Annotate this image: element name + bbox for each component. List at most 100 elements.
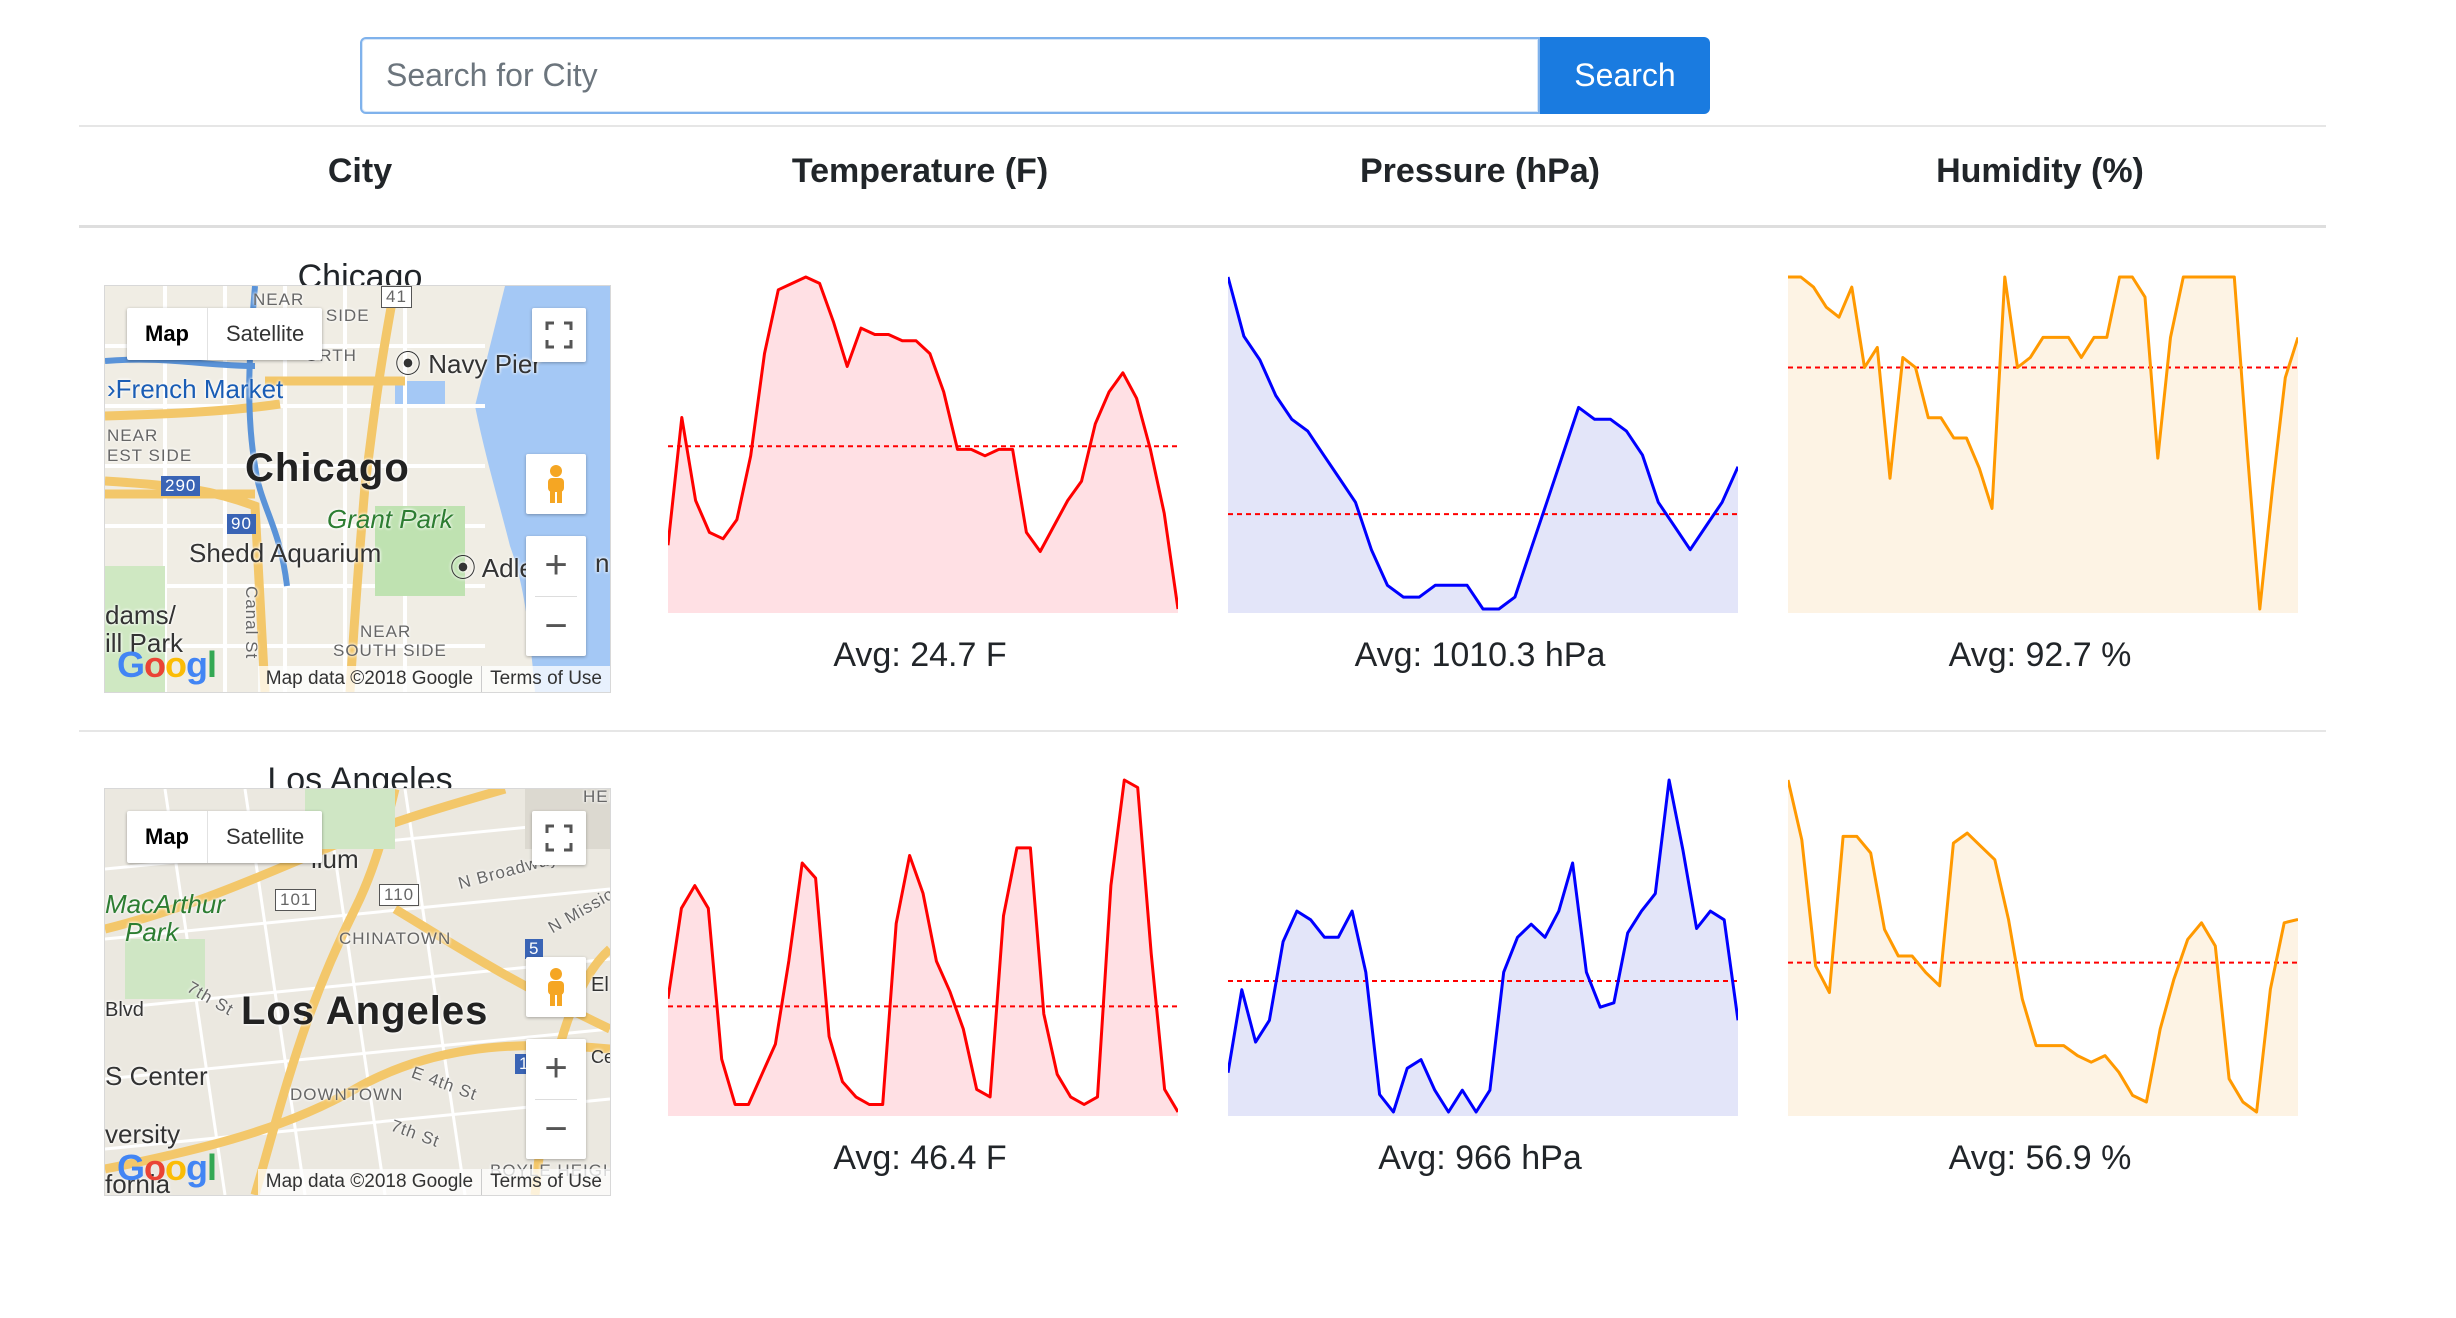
map-type-satellite-button[interactable]: Satellite (226, 321, 305, 346)
map-label-shedd: Shedd Aquarium (189, 538, 382, 568)
map-label: Park (125, 917, 179, 947)
map-label-grant-park: Grant Park (327, 504, 453, 534)
zoom-in-button[interactable]: + (544, 543, 568, 588)
highway-shield: 110 (379, 884, 420, 906)
search-button[interactable]: Search (1540, 37, 1710, 114)
avg-pressure: Avg: 966 hPa (1378, 1139, 1582, 1177)
chart-area (668, 277, 1178, 613)
chart-area (1788, 780, 2298, 1116)
map-type-satellite-button[interactable]: Satellite (226, 824, 305, 849)
map-label-french-market: ›French Market (107, 374, 284, 404)
avg-pressure: Avg: 1010.3 hPa (1354, 636, 1606, 674)
highway-shield: 41 (381, 286, 412, 308)
chart-area (1228, 277, 1738, 613)
map-footer: Map data ©2018 Google Terms of Use (257, 1169, 610, 1195)
chart-series-line (1788, 275, 2298, 611)
map-label: S Center (105, 1061, 208, 1091)
chart-series-line (668, 778, 1178, 1113)
search-input[interactable] (360, 37, 1540, 114)
chart-pressure-los-angeles (1228, 778, 1738, 1116)
map-type-control: Map Satellite (127, 811, 323, 863)
chart-area (668, 780, 1178, 1116)
street-view-button[interactable] (526, 454, 586, 514)
map-label-navy-pier: ⦿ Navy Pier (395, 349, 541, 379)
map-label: EST SIDE (107, 446, 193, 465)
avg-humidity: Avg: 92.7 % (1948, 636, 2132, 674)
map-label: Blvd (105, 999, 144, 1021)
fullscreen-button[interactable] (532, 811, 586, 865)
map-label-city: Los Angeles (241, 989, 489, 1033)
map-footer: Map data ©2018 Google Terms of Use (257, 666, 610, 692)
fullscreen-button[interactable] (532, 308, 586, 362)
zoom-out-button[interactable]: − (544, 1106, 568, 1151)
row-divider (79, 730, 2326, 732)
map-label: El (591, 974, 609, 996)
chart-series-line (1788, 779, 2298, 1114)
highway-shield: 101 (275, 889, 317, 911)
map-label: DOWNTOWN (290, 1085, 404, 1104)
table-row: Los Angeles HE (0, 761, 2456, 1231)
chart-humidity-los-angeles (1788, 779, 2298, 1116)
zoom-out-button[interactable]: − (544, 603, 568, 648)
highway-shield: 90 (227, 514, 256, 534)
map-label: Canal St (242, 586, 261, 660)
chart-pressure-chicago (1228, 276, 1738, 613)
chart-series-line (1228, 276, 1738, 611)
map-data-attribution: Map data ©2018 Google (265, 1171, 474, 1192)
street-view-button[interactable] (526, 957, 586, 1017)
avg-temperature: Avg: 24.7 F (833, 636, 1007, 674)
column-header-temperature: Temperature (F) (791, 152, 1049, 190)
zoom-control: + − (526, 1039, 586, 1159)
map-label: fornia (105, 1169, 171, 1196)
table-row: Chicago (0, 258, 2456, 728)
map-label: NEAR (253, 290, 305, 309)
column-header-humidity: Humidity (%) (1936, 152, 2144, 190)
map-type-map-button[interactable]: Map (145, 321, 189, 346)
avg-temperature: Avg: 46.4 F (833, 1139, 1007, 1177)
terms-link[interactable]: Terms of Use (490, 1171, 602, 1192)
map-label: NEAR (107, 426, 159, 445)
chart-series-line (1228, 778, 1738, 1114)
map-label-city: Chicago (245, 446, 410, 490)
chart-humidity-chicago (1788, 275, 2298, 613)
fullscreen-icon (545, 321, 573, 349)
map-label-macarthur: MacArthur (105, 889, 225, 919)
pegman-icon (548, 968, 564, 1006)
zoom-control: + − (526, 536, 586, 656)
chart-area (1788, 277, 2298, 613)
map-label: n (595, 548, 610, 578)
column-header-pressure: Pressure (hPa) (1360, 152, 1600, 190)
column-header-city: City (327, 152, 393, 190)
map-label-chinatown: CHINATOWN (339, 929, 452, 948)
map-label: NEAR (360, 622, 412, 641)
terms-link[interactable]: Terms of Use (490, 668, 602, 689)
header-divider (79, 225, 2326, 228)
divider (79, 125, 2326, 127)
google-logo: Googl (117, 644, 217, 685)
map-label: dams/ (105, 600, 176, 630)
chart-area (1228, 780, 1738, 1116)
pegman-icon (548, 465, 564, 503)
zoom-in-button[interactable]: + (544, 1046, 568, 1091)
highway-shield: 290 (161, 476, 201, 496)
map-label: Ce (591, 1047, 610, 1067)
highway-shield: 5 (525, 939, 544, 959)
search-form: Search (360, 37, 1710, 114)
google-logo: Googl (117, 1147, 217, 1188)
avg-humidity: Avg: 56.9 % (1948, 1139, 2132, 1177)
map-label: versity (105, 1119, 181, 1149)
map-chicago[interactable]: NEAR NORTH SIDE ORTH ⦿ Navy Pier ›French… (104, 285, 611, 693)
map-data-attribution: Map data ©2018 Google (265, 668, 474, 689)
map-label: HEI (583, 788, 610, 806)
map-label: SOUTH SIDE (333, 641, 447, 660)
map-type-control: Map Satellite (127, 308, 323, 360)
map-type-map-button[interactable]: Map (145, 824, 189, 849)
map-label: ill Park (105, 628, 184, 658)
chart-temperature-los-angeles (668, 778, 1178, 1116)
fullscreen-icon (545, 824, 573, 852)
chart-temperature-chicago (668, 275, 1178, 613)
map-label-adler: ⦿ Adle (450, 553, 534, 583)
map-los-angeles[interactable]: HEI lium N Broadway MacArthur Park CHINA… (104, 788, 611, 1196)
chart-series-line (668, 275, 1178, 610)
